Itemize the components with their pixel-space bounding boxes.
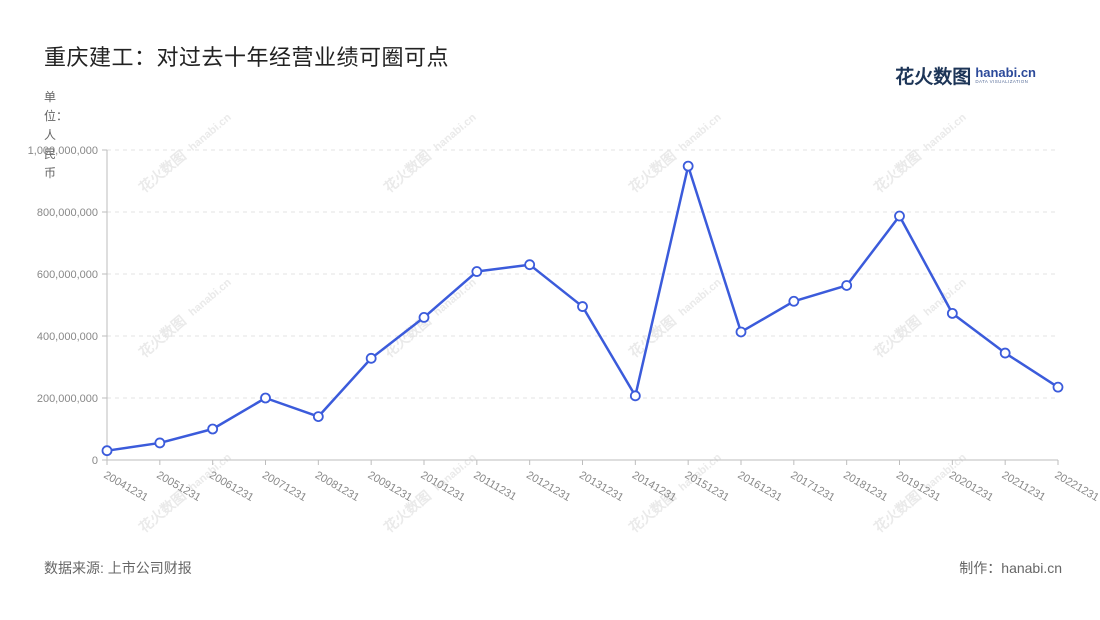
x-tick-label: 20091231 [366,469,414,504]
y-tick-labels: 0 200,000,000 400,000,000 600,000,000 800,00… [28,145,98,467]
watermark-cn-text: 花火数图 [871,147,924,195]
data-point [999,347,1011,359]
x-tick-label: 20221231 [1053,469,1100,504]
data-point [101,445,113,457]
brand-logo: 花火数图 hanabi.cn DATA VISUALIZATION [895,62,1036,89]
data-point [207,423,219,435]
data-point [365,352,377,364]
x-tick-label: 20161231 [736,469,784,504]
chart-title: 重庆建工：对过去十年经营业绩可圈可点 [44,45,450,70]
logo-sub-text: DATA VISUALIZATION [975,79,1029,85]
y-tick-label: 0 [92,455,98,467]
data-point [841,280,853,291]
x-tick-label: 20061231 [207,469,255,504]
watermark-en-text: hanabi.cn [677,276,724,318]
logo-en-block: hanabi.cn DATA VISUALIZATION [975,66,1036,85]
data-point [312,411,324,423]
y-tick-label: 400,000,000 [37,331,98,343]
data-point [524,259,536,271]
watermark-en-text: hanabi.cn [432,111,479,153]
x-tick-labels: 20041231 20051231 20061231 20071231 20081231… [102,469,1100,504]
watermark-en-text: hanabi.cn [922,111,969,153]
x-tick-label: 20201231 [947,469,995,504]
watermark-en-text: hanabi.cn [432,276,479,318]
data-point [260,392,271,404]
logo-en-text: hanabi.cn [975,65,1036,81]
axes [102,149,1059,465]
data-point [894,210,905,222]
y-tick-label: 200,000,000 [37,393,98,405]
data-point [735,326,747,338]
data-point [629,390,641,402]
y-tick-label: 600,000,000 [37,269,98,281]
data-point [1052,381,1064,393]
watermark-layer: 花火数图hanabi.cn花火数图hanabi.cn花火数图hanabi.cn花… [136,111,969,535]
watermark-cn-text: 花火数图 [136,147,189,195]
data-point [471,266,483,277]
data-point [418,311,430,323]
watermark-cn-text: 花火数图 [626,147,679,195]
watermark-cn-text: 花火数图 [381,147,434,195]
data-point [577,301,588,312]
watermark-en-text: hanabi.cn [187,276,234,318]
x-tick-label: 20181231 [841,469,889,504]
x-tick-label: 20121231 [524,469,572,504]
watermark-en-text: hanabi.cn [187,111,234,153]
logo-cn-text: 花火数图 [895,67,972,88]
x-tick-label: 20041231 [102,469,150,504]
data-point [682,160,694,172]
series-layer [101,160,1064,457]
data-source-note: 数据来源: 上市公司财报 [44,560,192,576]
x-tick-label: 20171231 [788,469,836,504]
y-tick-label: 1,000,000,000 [28,145,98,157]
x-tick-label: 20131231 [577,469,625,504]
x-tick-label: 20071231 [260,469,308,504]
grid-lines [107,149,1058,399]
y-tick-label: 800,000,000 [37,207,98,219]
x-tick-label: 20081231 [313,469,361,504]
data-point [946,307,958,319]
watermark-en-text: hanabi.cn [677,111,724,153]
watermark-en-text: hanabi.cn [922,276,969,318]
x-tick-label: 20211231 [1000,469,1048,503]
x-tick-label: 20111231 [471,469,518,503]
credit-note: 制作：hanabi.cn [959,560,1062,576]
data-point [788,295,800,307]
data-point [154,437,166,449]
